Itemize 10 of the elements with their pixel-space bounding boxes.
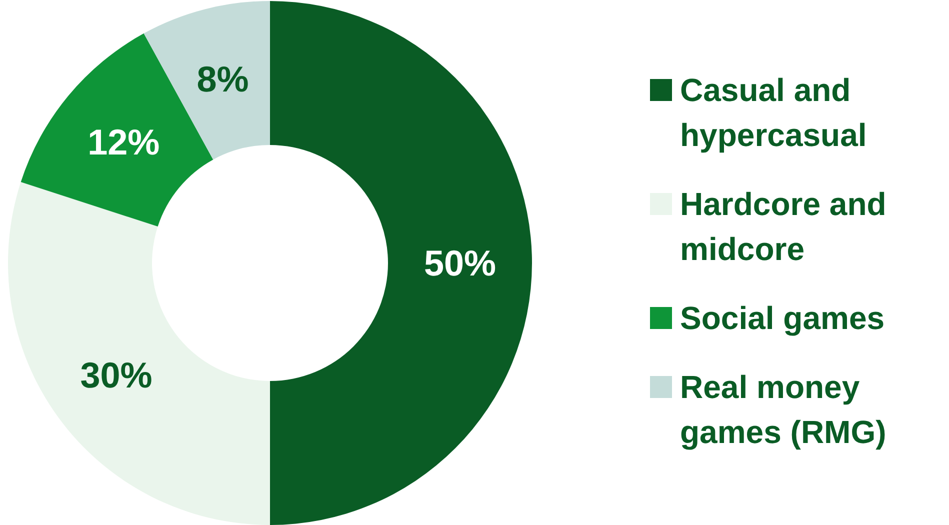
data-label: 30%: [80, 354, 152, 396]
legend-label: Hardcore and midcore: [680, 186, 886, 267]
legend-label: Casual and hypercasual: [680, 72, 867, 153]
data-label: 50%: [424, 242, 496, 284]
legend-label: Social games: [680, 300, 885, 336]
donut-slice: [270, 1, 532, 525]
data-label: 8%: [196, 58, 249, 100]
data-label: 12%: [88, 121, 160, 162]
donut-slice: [8, 182, 270, 525]
legend-label: Real money games (RMG): [680, 369, 886, 450]
